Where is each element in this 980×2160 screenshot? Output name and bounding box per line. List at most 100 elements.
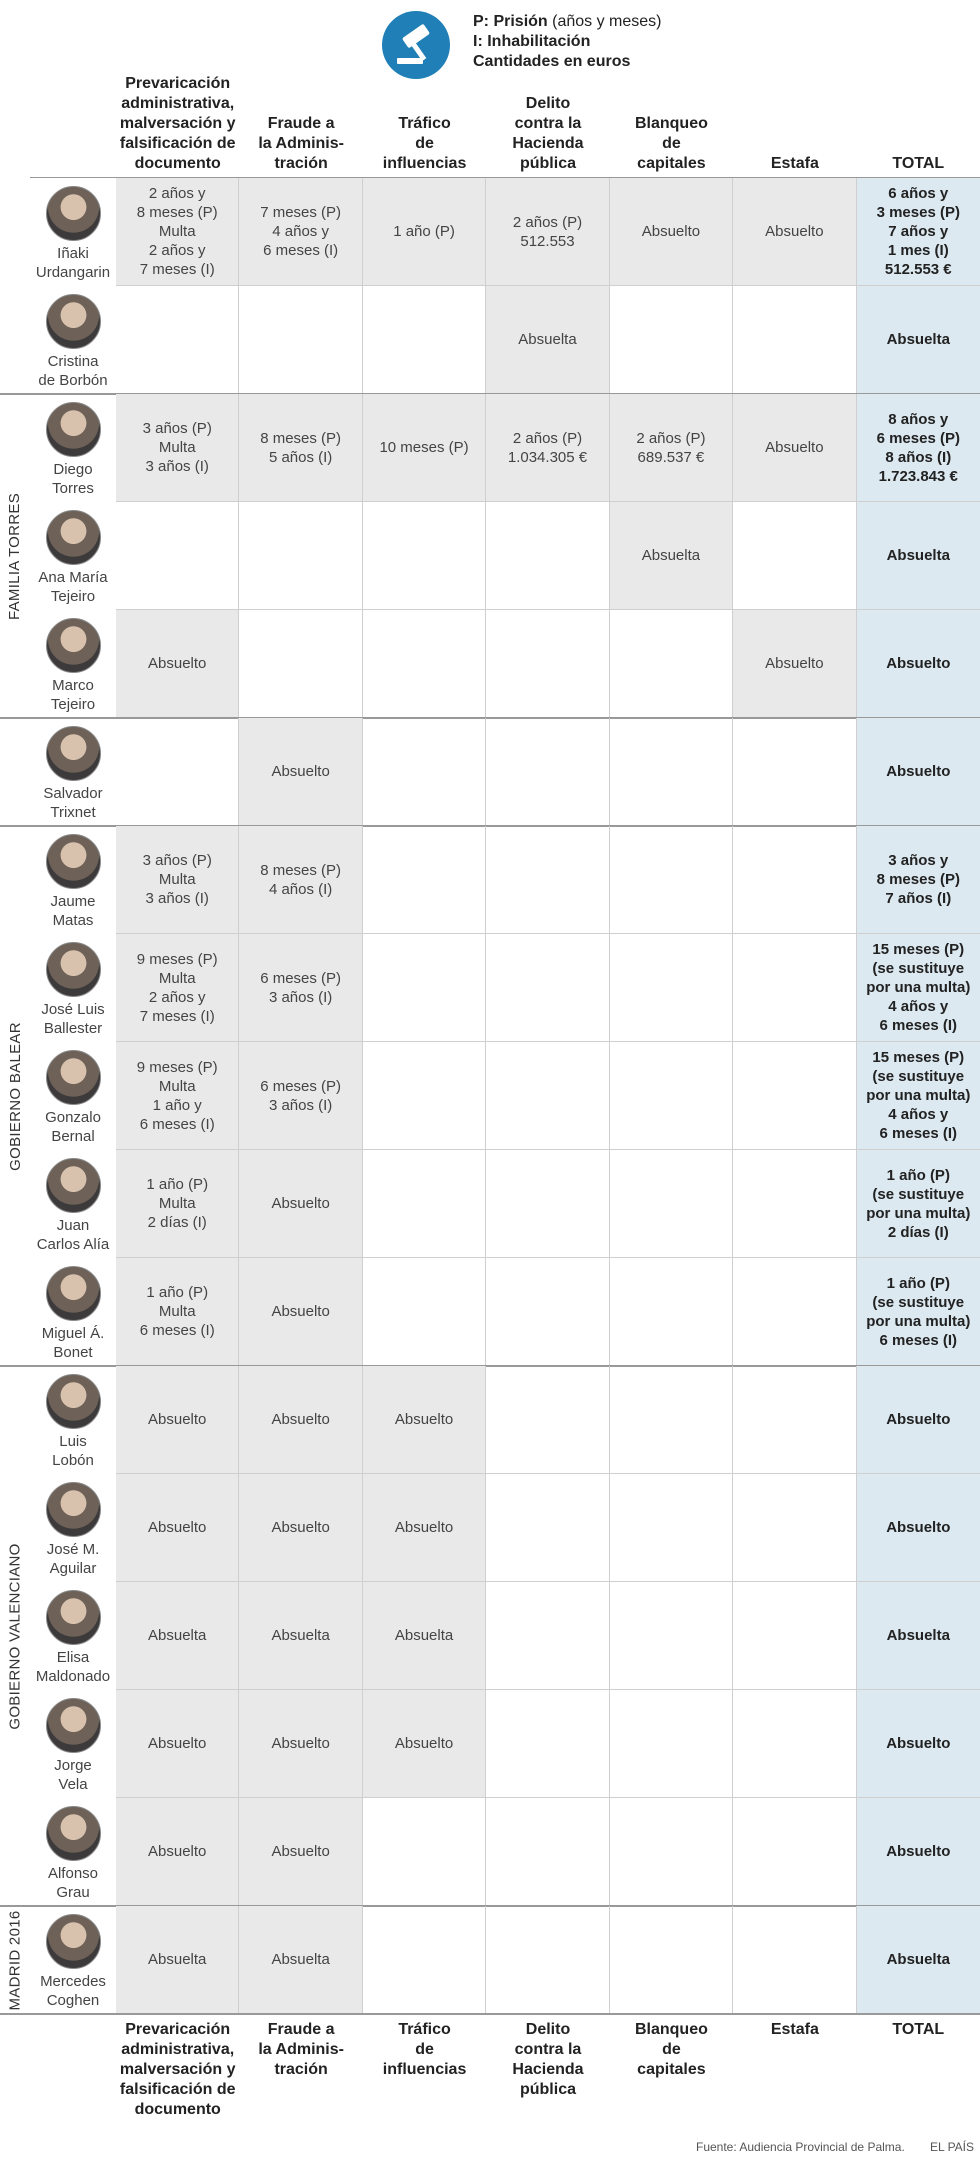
- table-cell: Absuelto: [239, 718, 363, 826]
- table-cell: Absuelto: [116, 1474, 240, 1582]
- table-cell: [609, 1042, 734, 1150]
- table-cell: 3 años (P) Multa 3 años (I): [116, 826, 240, 934]
- table-cell: Absuelto: [239, 1798, 363, 1906]
- person-name: José M. Aguilar: [46, 1541, 100, 1577]
- portrait: [46, 1698, 101, 1753]
- table-cell: Absuelto: [239, 1474, 363, 1582]
- table-cell: [609, 718, 734, 826]
- portrait: [46, 1050, 101, 1105]
- table-cell: 1 año (P) Multa 2 días (I): [116, 1150, 240, 1258]
- table-cell: [733, 826, 857, 934]
- column-header: Tráfico de influencias: [382, 115, 467, 172]
- group-label: GOBIERNO VALENCIANO: [0, 1366, 30, 1906]
- table-cell: [733, 1042, 857, 1150]
- table-cell: Absuelta: [362, 1582, 487, 1690]
- table-cell: [486, 1042, 610, 1150]
- table-cell: [733, 286, 857, 394]
- portrait: [46, 1374, 101, 1429]
- column-header-bottom: Estafa: [770, 2021, 819, 2038]
- table-cell: [609, 1798, 734, 1906]
- group-label: FAMILIA TORRES: [0, 394, 30, 718]
- table-cell: 7 meses (P) 4 años y 6 meses (I): [239, 178, 363, 286]
- table-cell: [609, 934, 734, 1042]
- table-cell: 9 meses (P) Multa 2 años y 7 meses (I): [116, 934, 240, 1042]
- person-name: Alfonso Grau: [47, 1865, 99, 1901]
- portrait: [46, 1914, 101, 1969]
- table-cell: [733, 934, 857, 1042]
- table-cell: [116, 502, 240, 610]
- group-label: MADRID 2016: [0, 1906, 30, 2014]
- table-cell: [609, 1582, 734, 1690]
- table-cell: [486, 826, 610, 934]
- table-cell: Absuelto: [116, 1366, 240, 1474]
- table-cell: [609, 286, 734, 394]
- total-cell: Absuelto: [856, 610, 980, 718]
- table-cell: [362, 826, 487, 934]
- table-cell: Absuelta: [486, 286, 610, 394]
- table-cell: Absuelto: [733, 394, 857, 502]
- person-name: Mercedes Coghen: [40, 1973, 106, 2009]
- column-header-bottom: Tráfico de influencias: [382, 2021, 467, 2078]
- legend-prison: P: Prisión: [473, 13, 548, 30]
- table-cell: [609, 1150, 734, 1258]
- portrait: [46, 1806, 101, 1861]
- source: Fuente: Audiencia Provincial de Palma.: [696, 2140, 905, 2154]
- gavel-icon: [382, 11, 450, 79]
- table-cell: [239, 610, 363, 718]
- table-cell: [733, 1474, 857, 1582]
- portrait: [46, 726, 101, 781]
- table-cell: [733, 1150, 857, 1258]
- portrait: [46, 942, 101, 997]
- group-label-text: MADRID 2016: [6, 1909, 24, 2011]
- total-cell: 1 año (P) (se sustituye por una multa) 2…: [856, 1150, 980, 1258]
- portrait: [46, 510, 101, 565]
- table-cell: Absuelto: [733, 178, 857, 286]
- table-cell: [733, 718, 857, 826]
- table-cell: 8 meses (P) 4 años (I): [239, 826, 363, 934]
- table-cell: [362, 286, 487, 394]
- total-cell: 15 meses (P) (se sustituye por una multa…: [856, 1042, 980, 1150]
- group-label-text: GOBIERNO BALEAR: [6, 1021, 24, 1171]
- portrait: [46, 1158, 101, 1213]
- person-name: Diego Torres: [52, 461, 94, 497]
- table-cell: [733, 1906, 857, 2014]
- legend-disqualification: I: Inhabilitación: [473, 33, 591, 50]
- table-cell: [486, 502, 610, 610]
- table-cell: [362, 1258, 487, 1366]
- table-cell: [609, 610, 734, 718]
- table-cell: 3 años (P) Multa 3 años (I): [116, 394, 240, 502]
- table-cell: [609, 1258, 734, 1366]
- total-cell: Absuelta: [856, 286, 980, 394]
- table-cell: [609, 1474, 734, 1582]
- table-cell: 1 año (P): [362, 178, 487, 286]
- column-header: Blanqueo de capitales: [634, 115, 708, 172]
- table-cell: [733, 1258, 857, 1366]
- table-cell: [486, 610, 610, 718]
- table-cell: [486, 1150, 610, 1258]
- column-header-bottom: Prevaricación administrativa, malversaci…: [119, 2021, 236, 2118]
- table-cell: [733, 1798, 857, 1906]
- person-name: Elisa Maldonado: [35, 1649, 111, 1685]
- portrait: [46, 1266, 101, 1321]
- column-header: Estafa: [770, 155, 819, 172]
- table-cell: [486, 1906, 610, 2014]
- table-cell: [609, 1690, 734, 1798]
- table-cell: [609, 826, 734, 934]
- table-cell: [486, 1582, 610, 1690]
- table-cell: [733, 1366, 857, 1474]
- table-cell: [239, 286, 363, 394]
- column-header-bottom: Blanqueo de capitales: [634, 2021, 708, 2078]
- table-cell: 2 años y 8 meses (P) Multa 2 años y 7 me…: [116, 178, 240, 286]
- total-cell: Absuelto: [856, 1474, 980, 1582]
- person-name: Cristina de Borbón: [38, 353, 108, 389]
- table-cell: Absuelto: [116, 610, 240, 718]
- table-cell: 2 años (P) 1.034.305 €: [486, 394, 610, 502]
- section-rule: [0, 717, 980, 719]
- table-cell: [486, 1474, 610, 1582]
- person-name: Gonzalo Bernal: [45, 1109, 101, 1145]
- portrait: [46, 1590, 101, 1645]
- section-rule: [0, 2013, 980, 2015]
- section-rule: [0, 1365, 980, 1367]
- table-cell: [486, 1798, 610, 1906]
- table-cell: 6 meses (P) 3 años (I): [239, 934, 363, 1042]
